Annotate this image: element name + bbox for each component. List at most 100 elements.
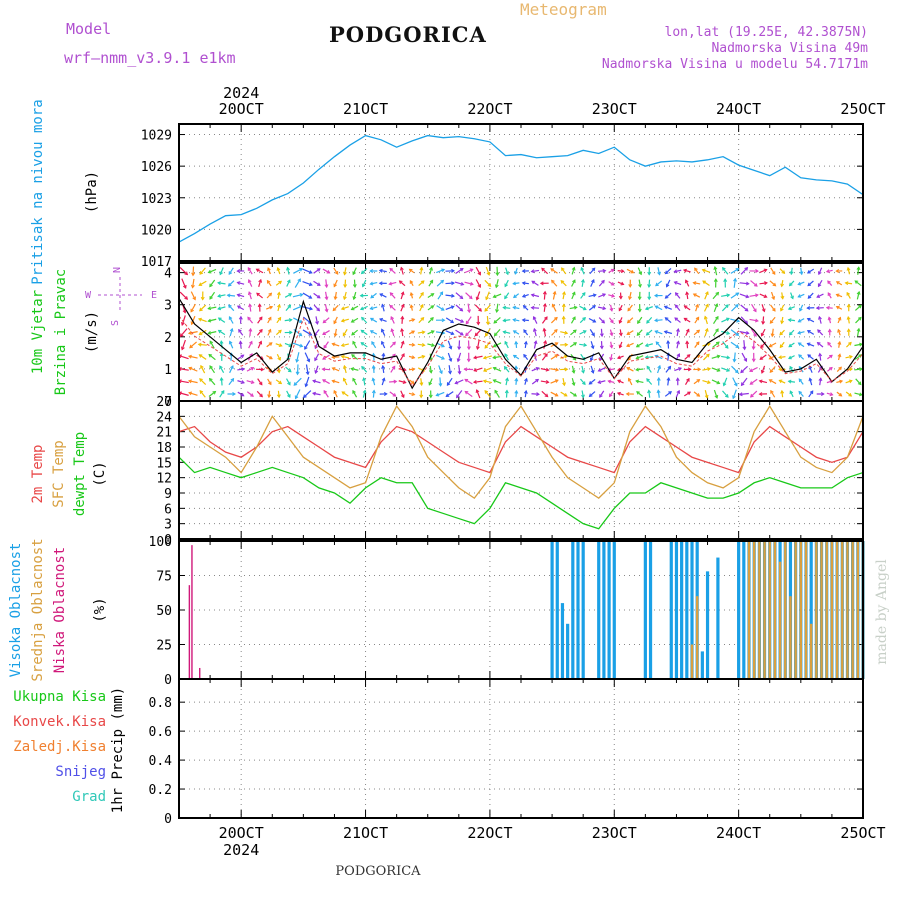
wind-arrow xyxy=(827,354,833,360)
wind-arrow-head xyxy=(393,379,398,384)
wind-arrow-head xyxy=(399,266,404,271)
wind-arrow-head xyxy=(380,328,385,333)
wind-arrow xyxy=(617,355,624,359)
wind-arrow-head xyxy=(684,279,689,284)
wind-arrow-head xyxy=(230,377,235,382)
wind-arrow xyxy=(370,306,378,310)
wind-arrow-head xyxy=(389,267,394,272)
wind-arrow-head xyxy=(181,321,185,326)
wind-arrow-head xyxy=(350,319,355,323)
wind-arrow xyxy=(341,306,349,310)
wind-arrow-head xyxy=(609,332,614,337)
wind-arrow xyxy=(752,340,755,350)
wind-arrow xyxy=(733,352,736,362)
wind-arrow xyxy=(389,268,396,274)
wind-arrow-head xyxy=(492,355,497,360)
wind-arrow-head xyxy=(846,315,851,320)
wind-arrow xyxy=(798,391,804,397)
wind-arrow xyxy=(341,355,349,359)
wind-arrow xyxy=(827,292,832,299)
wind-arrow xyxy=(543,291,546,300)
wind-arrow-head xyxy=(247,316,251,321)
wind-arrow xyxy=(228,316,234,324)
wind-arrow-head xyxy=(848,354,853,359)
wind-arrow-head xyxy=(676,353,681,358)
wind-arrow xyxy=(371,341,377,349)
wind-arrow xyxy=(275,343,282,347)
wind-arrow xyxy=(740,365,748,373)
wind-arrow-head xyxy=(734,369,739,374)
wind-arrow xyxy=(372,353,375,361)
wind-arrow-head xyxy=(502,318,507,323)
wind-arrow-head xyxy=(609,357,614,362)
wind-arrow xyxy=(684,354,691,360)
wind-arrow-head xyxy=(236,269,241,274)
wind-arrow xyxy=(467,303,470,313)
wind-arrow-head xyxy=(835,269,840,273)
wind-arrow xyxy=(267,378,272,385)
wind-arrow-head xyxy=(477,284,481,288)
wind-arrow xyxy=(382,365,385,373)
wind-arrow xyxy=(485,291,490,300)
wind-arrow xyxy=(741,352,748,362)
wind-arrow-head xyxy=(618,344,623,349)
wind-arrow-head xyxy=(798,378,803,383)
wind-arrow-head xyxy=(352,296,357,301)
page-title: PODGORICA xyxy=(329,22,487,47)
wind-arrow-head xyxy=(314,357,318,362)
wind-arrow-head xyxy=(288,330,293,335)
wind-arrow-head xyxy=(451,268,455,273)
cloud-bar-mid xyxy=(841,541,844,679)
wind-arrow xyxy=(797,331,805,334)
wind-arrow-head xyxy=(314,370,319,374)
wind-arrow xyxy=(522,282,529,285)
wind-arrow xyxy=(770,390,776,398)
wind-arrow-head xyxy=(817,329,821,333)
wind-arrow-head xyxy=(428,394,433,399)
year-label-bottom: 2024 xyxy=(223,841,259,859)
y-tick-label: 100 xyxy=(149,535,172,550)
wind-arrow-head xyxy=(655,282,659,287)
wind-arrow-head xyxy=(725,394,729,398)
wind-arrow xyxy=(370,281,378,285)
wind-arrow xyxy=(704,316,708,325)
wind-arrow xyxy=(788,342,795,348)
wind-arrow xyxy=(798,366,804,373)
wind-arrow xyxy=(702,379,711,384)
cloud-bar-mid xyxy=(789,596,792,679)
wind-arrow-head xyxy=(360,342,365,346)
wind-arrow-head xyxy=(312,391,316,396)
wind-arrow xyxy=(827,367,833,372)
wind-arrow-head xyxy=(200,296,205,301)
wind-arrow-head xyxy=(770,333,775,338)
wind-arrow xyxy=(370,292,377,299)
wind-arrow xyxy=(762,316,765,325)
wind-arrow-head xyxy=(745,330,750,335)
cloud-bar-high xyxy=(571,541,575,679)
wind-arrow-head xyxy=(333,320,337,325)
wind-arrow-head xyxy=(322,331,326,335)
wind-arrow-head xyxy=(857,381,862,386)
wind-arrow-head xyxy=(656,376,661,381)
wind-arrow-head xyxy=(198,354,203,358)
wind-arrow xyxy=(465,316,472,325)
wind-arrow-head xyxy=(250,380,255,384)
precip-legend-item: Zaledj.Kisa xyxy=(13,739,106,755)
wind-arrow-head xyxy=(315,320,319,325)
wind-arrow-head xyxy=(419,382,424,387)
wind-arrow xyxy=(285,378,291,386)
wind-arrow-head xyxy=(304,346,308,350)
wind-axis-title: 10m Vjetar xyxy=(30,290,46,374)
wind-arrow-head xyxy=(333,296,338,301)
wind-arrow-head xyxy=(229,327,234,332)
wind-arrow-head xyxy=(704,394,709,399)
wind-arrow xyxy=(570,316,576,324)
wind-arrow xyxy=(800,267,803,275)
wind-arrow xyxy=(570,329,577,336)
wind-arrow xyxy=(674,281,682,286)
wind-arrow-head xyxy=(854,280,859,284)
wind-arrow-head xyxy=(761,321,766,325)
wind-arrow-head xyxy=(316,282,321,286)
wind-axis-subtitle: Brzina i Pravac xyxy=(53,269,69,395)
wind-arrow-head xyxy=(591,279,595,283)
